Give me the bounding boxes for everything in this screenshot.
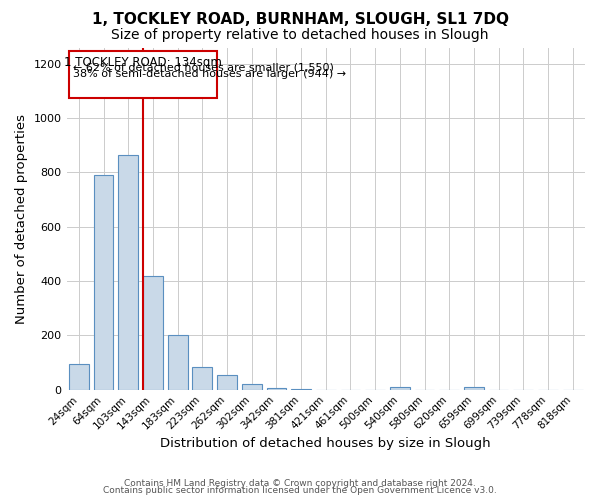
FancyBboxPatch shape xyxy=(69,51,217,98)
Bar xyxy=(390,387,410,390)
Bar xyxy=(217,376,237,390)
Text: 38% of semi-detached houses are larger (944) →: 38% of semi-detached houses are larger (… xyxy=(73,69,347,79)
Text: 1, TOCKLEY ROAD, BURNHAM, SLOUGH, SL1 7DQ: 1, TOCKLEY ROAD, BURNHAM, SLOUGH, SL1 7D… xyxy=(91,12,509,28)
Bar xyxy=(266,388,286,390)
Text: Contains public sector information licensed under the Open Government Licence v3: Contains public sector information licen… xyxy=(103,486,497,495)
Bar xyxy=(94,175,113,390)
Bar xyxy=(168,336,188,390)
Text: Size of property relative to detached houses in Slough: Size of property relative to detached ho… xyxy=(111,28,489,42)
Text: Contains HM Land Registry data © Crown copyright and database right 2024.: Contains HM Land Registry data © Crown c… xyxy=(124,478,476,488)
Y-axis label: Number of detached properties: Number of detached properties xyxy=(15,114,28,324)
Bar xyxy=(143,276,163,390)
Text: ← 62% of detached houses are smaller (1,550): ← 62% of detached houses are smaller (1,… xyxy=(73,62,334,72)
X-axis label: Distribution of detached houses by size in Slough: Distribution of detached houses by size … xyxy=(160,437,491,450)
Text: 1 TOCKLEY ROAD: 134sqm: 1 TOCKLEY ROAD: 134sqm xyxy=(64,56,222,68)
Bar xyxy=(118,155,138,390)
Bar xyxy=(193,366,212,390)
Bar xyxy=(291,389,311,390)
Bar xyxy=(242,384,262,390)
Bar xyxy=(464,387,484,390)
Bar xyxy=(69,364,89,390)
